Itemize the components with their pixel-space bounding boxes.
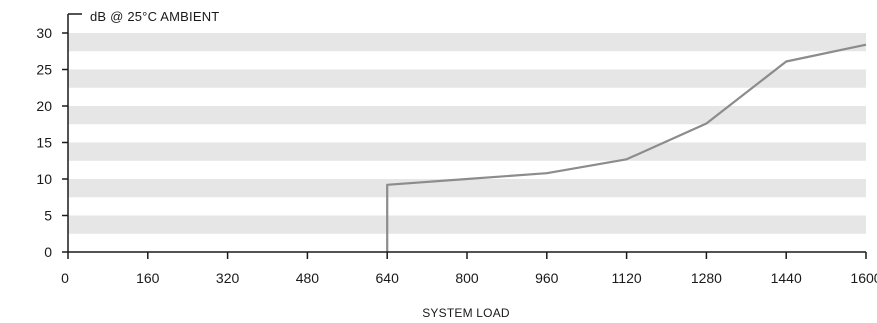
y-tick-label: 5 xyxy=(44,208,52,224)
y-tick-label: 20 xyxy=(36,98,52,114)
grid-band xyxy=(68,179,866,198)
grid-band xyxy=(68,106,866,125)
axes xyxy=(62,13,867,259)
y-tick-label: 15 xyxy=(36,135,52,151)
series-layer xyxy=(386,43,867,252)
x-tick-label: 1280 xyxy=(691,270,722,286)
y-tick-labels: 0 5 10 15 20 25 30 xyxy=(36,25,52,260)
y-tick-label: 0 xyxy=(44,244,52,260)
y-axis-title: dB @ 25°C AMBIENT xyxy=(90,9,219,24)
x-tick-label: 160 xyxy=(136,270,160,286)
series-line xyxy=(386,43,867,252)
x-tick-label: 480 xyxy=(296,270,320,286)
grid-band xyxy=(68,69,866,88)
x-axis-title: SYSTEM LOAD xyxy=(422,306,510,320)
grid-band xyxy=(68,33,866,52)
y-tick-label: 10 xyxy=(36,171,52,187)
x-tick-label: 320 xyxy=(216,270,240,286)
grid-band xyxy=(68,215,866,234)
x-tick-label: 800 xyxy=(455,270,479,286)
grid-bands xyxy=(68,33,866,234)
x-tick-label: 1440 xyxy=(771,270,802,286)
x-tick-label: 0 xyxy=(61,270,69,286)
x-tick-label: 960 xyxy=(535,270,559,286)
grid-band xyxy=(68,142,866,161)
y-tick-label: 25 xyxy=(36,62,52,78)
x-tick-label: 1120 xyxy=(612,270,642,286)
y-tick-label: 30 xyxy=(36,25,52,41)
x-tick-label: 640 xyxy=(376,270,400,286)
